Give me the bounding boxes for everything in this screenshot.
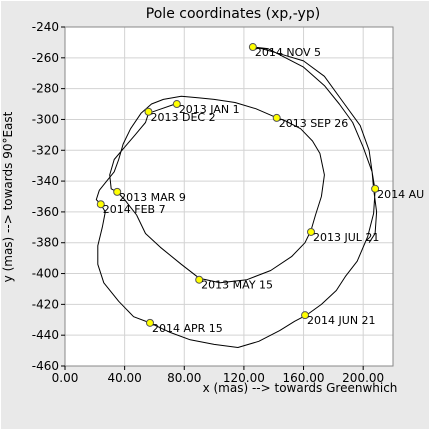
y-tick-label: -440 <box>32 328 59 342</box>
plot-area <box>65 27 393 366</box>
chart-title: Pole coordinates (xp,-yp) <box>146 6 320 22</box>
date-label: 2014 JUN 21 <box>307 314 376 327</box>
date-label: 2013 SEP 26 <box>279 117 349 130</box>
date-label: 2013 JUL 21 <box>313 231 379 244</box>
x-tick-label: 120.00 <box>223 371 265 385</box>
y-tick-label: -320 <box>32 143 59 157</box>
x-tick-label: 0.00 <box>52 371 79 385</box>
date-marker <box>195 275 204 284</box>
date-label: 2014 APR 15 <box>152 322 223 335</box>
date-marker <box>307 227 315 236</box>
y-tick-label: -240 <box>32 20 59 34</box>
date-marker <box>113 187 122 196</box>
date-marker <box>145 318 154 327</box>
y-tick-label: -400 <box>32 267 59 281</box>
y-axis-title: y (mas) --> towards 90°East <box>1 111 15 282</box>
x-tick-label: 80.00 <box>167 371 201 385</box>
x-tick-label: 200.00 <box>342 371 384 385</box>
date-label: 2013 MAY 15 <box>201 279 273 292</box>
x-axis-title: x (mas) --> towards Greenwhich <box>203 381 398 395</box>
y-tick-label: -300 <box>32 112 59 126</box>
plot-border <box>64 26 394 367</box>
date-marker <box>301 311 310 320</box>
date-label: 2013 JAN 1 <box>179 103 240 116</box>
date-label: 2013 DEC 2 <box>150 111 215 124</box>
y-tick-label: -460 <box>32 359 59 373</box>
date-marker <box>272 113 281 122</box>
y-tick-label: -380 <box>32 236 59 250</box>
date-marker <box>96 200 105 209</box>
date-label: 2014 NOV 5 <box>255 46 321 59</box>
y-tick-label: -280 <box>32 82 59 96</box>
y-tick-label: -260 <box>32 51 59 65</box>
date-label: 2013 MAR 9 <box>119 191 186 204</box>
y-tick-label: -340 <box>32 174 59 188</box>
date-marker <box>144 107 153 116</box>
y-tick-label: -420 <box>32 297 59 311</box>
x-tick-label: 160.00 <box>283 371 325 385</box>
y-tick-label: -360 <box>32 205 59 219</box>
date-marker <box>371 184 380 193</box>
axis-ticks: 0.00 40.00 80.00 120.00 160.00 200.00 -460 -440… <box>32 20 384 385</box>
date-marker <box>248 43 257 52</box>
x-tick-label: 40.00 <box>107 371 141 385</box>
date-marker <box>172 100 181 109</box>
date-label: 2014 FEB 7 <box>103 203 166 216</box>
date-label: 2014 AU <box>377 188 424 201</box>
